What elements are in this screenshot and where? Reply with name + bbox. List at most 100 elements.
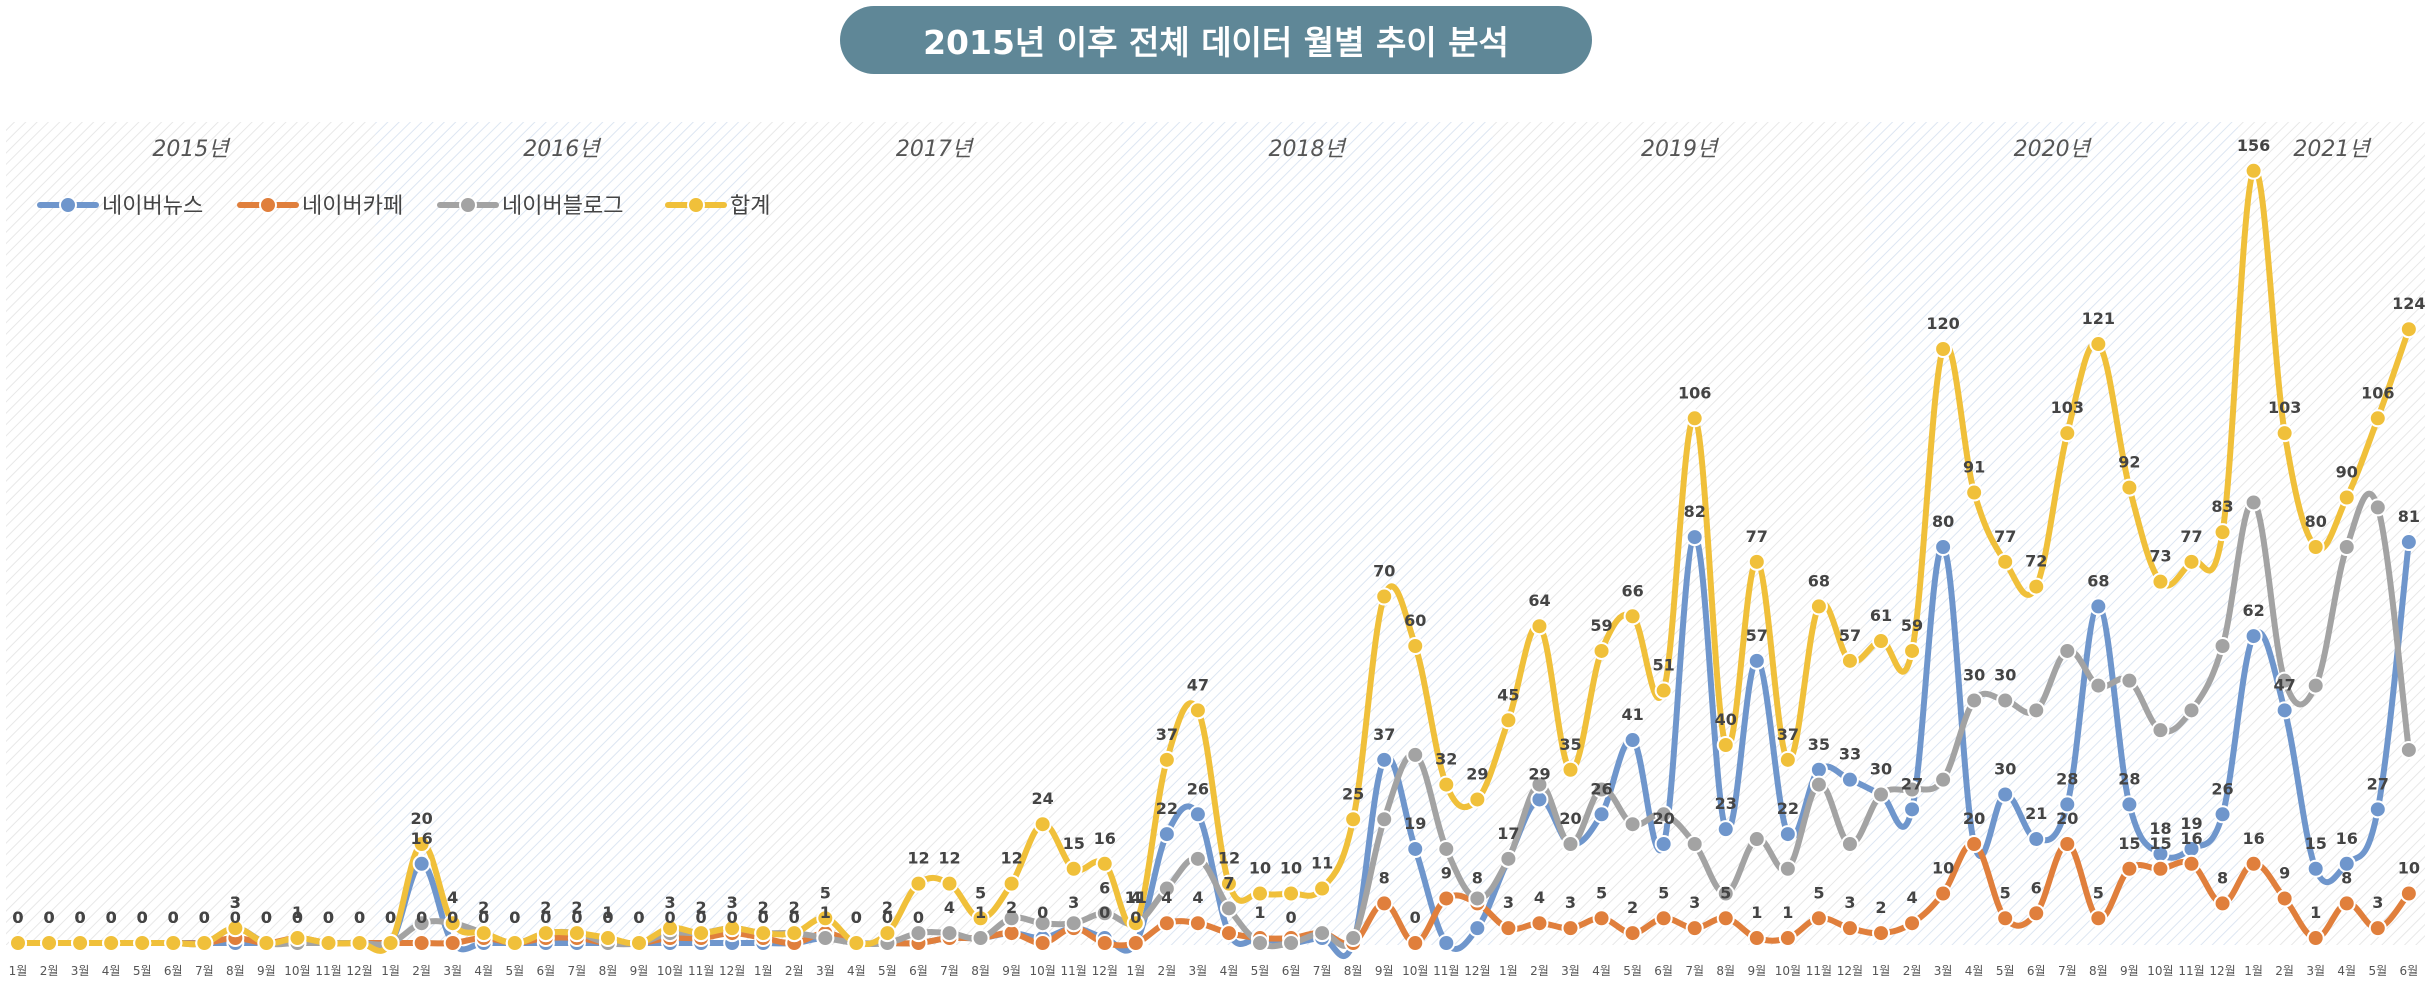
data-label: 11 xyxy=(1125,888,1147,907)
x-tick-label: 8월 xyxy=(971,964,990,978)
data-point xyxy=(412,835,431,853)
data-point xyxy=(1685,528,1704,547)
data-label: 0 xyxy=(727,908,738,927)
data-point xyxy=(1592,805,1611,824)
data-point xyxy=(940,874,959,893)
data-label: 2 xyxy=(696,898,707,917)
data-point xyxy=(1840,835,1859,853)
data-point xyxy=(2027,904,2046,923)
data-label: 47 xyxy=(2274,675,2296,694)
x-tick-label: 4월 xyxy=(474,964,493,978)
data-label: 124 xyxy=(2392,294,2425,313)
legend-label: 네이버블로그 xyxy=(502,194,623,219)
data-label: 15 xyxy=(1063,834,1085,853)
data-point xyxy=(1002,874,1021,893)
data-point xyxy=(133,934,152,952)
x-tick-label: 4월 xyxy=(847,964,866,978)
data-point xyxy=(1809,909,1828,928)
x-tick-label: 1월 xyxy=(1126,964,1145,978)
data-label: 26 xyxy=(1187,779,1209,798)
x-tick-label: 8월 xyxy=(226,964,245,978)
data-label: 12 xyxy=(938,849,960,868)
data-point xyxy=(2368,919,2387,938)
data-point xyxy=(1561,760,1580,779)
data-point xyxy=(1437,839,1456,858)
x-tick-label: 7월 xyxy=(2058,964,2077,978)
data-point xyxy=(971,909,990,928)
data-point xyxy=(1375,810,1394,829)
data-point xyxy=(2089,909,2108,928)
data-label: 10 xyxy=(2398,859,2420,878)
data-point xyxy=(2058,835,2077,853)
data-point xyxy=(2306,538,2325,556)
x-tick-label: 2월 xyxy=(1158,964,1177,978)
data-point xyxy=(1840,770,1859,789)
legend-label: 합계 xyxy=(730,194,770,219)
data-label: 18 xyxy=(2149,819,2171,838)
data-point xyxy=(1188,849,1207,868)
data-point xyxy=(1965,691,1984,710)
data-label: 2 xyxy=(758,898,769,917)
data-point xyxy=(2120,671,2139,690)
x-tick-label: 3월 xyxy=(71,964,90,978)
data-point xyxy=(2275,889,2294,908)
x-tick-label: 5월 xyxy=(878,964,897,978)
data-point xyxy=(723,919,742,938)
data-label: 6 xyxy=(2031,878,2042,897)
x-tick-label: 4월 xyxy=(1592,964,1611,978)
data-label: 81 xyxy=(2398,507,2420,526)
data-point xyxy=(2368,409,2387,428)
x-tick-label: 7월 xyxy=(568,964,587,978)
data-point xyxy=(2399,884,2418,903)
data-point xyxy=(1716,820,1735,839)
data-label: 17 xyxy=(1497,824,1519,843)
x-tick-label: 11월 xyxy=(1433,964,1459,978)
data-point xyxy=(1623,924,1642,943)
data-point xyxy=(1685,409,1704,428)
data-label: 3 xyxy=(1503,893,1514,912)
data-point xyxy=(1251,884,1269,903)
data-label: 1 xyxy=(1254,903,1265,922)
data-point xyxy=(1934,770,1953,789)
data-point xyxy=(2089,676,2108,695)
x-tick-label: 7월 xyxy=(940,964,959,978)
data-label: 0 xyxy=(230,908,241,927)
data-label: 37 xyxy=(1373,725,1395,744)
data-label: 19 xyxy=(2180,814,2202,833)
data-label: 3 xyxy=(1565,893,1576,912)
data-point xyxy=(1934,884,1953,903)
data-label: 4 xyxy=(1534,888,1545,907)
x-tick-label: 2월 xyxy=(1530,964,1549,978)
x-tick-label: 12월 xyxy=(1092,964,1118,978)
data-label: 0 xyxy=(75,908,86,927)
data-point xyxy=(1002,909,1021,928)
data-point xyxy=(1561,835,1580,853)
data-point xyxy=(2244,854,2263,873)
data-point xyxy=(1219,899,1238,918)
data-point xyxy=(1126,914,1145,933)
data-label: 16 xyxy=(1094,829,1116,848)
data-label: 20 xyxy=(1653,809,1675,828)
data-point xyxy=(1685,919,1704,938)
data-point xyxy=(598,929,617,948)
data-point xyxy=(1064,914,1083,933)
data-point xyxy=(1530,914,1549,933)
data-point xyxy=(909,874,928,893)
data-label: 2 xyxy=(540,898,551,917)
legend-item: 네이버뉴스 xyxy=(37,194,203,219)
data-point xyxy=(1126,934,1145,952)
data-point xyxy=(1033,934,1052,952)
data-point xyxy=(412,854,431,873)
data-point xyxy=(940,924,959,943)
data-label: 156 xyxy=(2237,136,2270,155)
data-point xyxy=(630,934,648,952)
data-label: 106 xyxy=(2361,383,2394,402)
data-label: 23 xyxy=(1715,794,1737,813)
data-label: 1 xyxy=(820,903,831,922)
data-point xyxy=(1996,552,2015,571)
data-point xyxy=(2213,805,2232,824)
data-point xyxy=(1654,805,1673,824)
data-label: 120 xyxy=(1926,314,1959,333)
data-point xyxy=(2244,493,2263,512)
data-label: 0 xyxy=(137,908,148,927)
